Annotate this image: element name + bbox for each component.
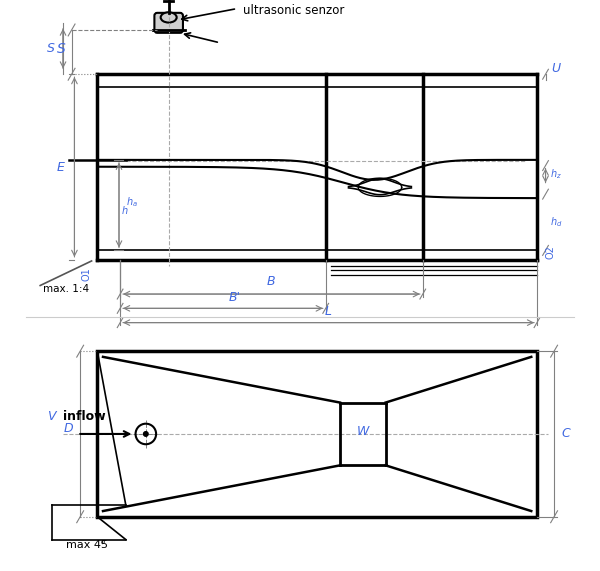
- Text: L: L: [325, 305, 332, 318]
- Text: S: S: [57, 42, 65, 55]
- Text: max. 1:4: max. 1:4: [43, 284, 89, 295]
- Text: O2: O2: [545, 245, 556, 259]
- Text: C: C: [561, 428, 570, 440]
- Text: $^o$: $^o$: [100, 539, 106, 549]
- Text: E: E: [56, 160, 64, 174]
- Text: D: D: [64, 422, 74, 435]
- Text: W: W: [356, 425, 369, 437]
- Text: B': B': [229, 291, 241, 304]
- Circle shape: [143, 432, 148, 436]
- Text: S: S: [47, 42, 55, 55]
- Ellipse shape: [161, 13, 176, 23]
- Text: h: h: [122, 206, 128, 216]
- Text: inflow: inflow: [63, 411, 106, 423]
- Text: $h_z$: $h_z$: [550, 167, 562, 181]
- Text: O1: O1: [82, 267, 92, 281]
- Text: max 45: max 45: [66, 540, 108, 550]
- Text: $h_a$: $h_a$: [127, 195, 138, 209]
- Text: U: U: [551, 62, 560, 75]
- Text: V: V: [47, 411, 56, 423]
- Text: ultrasonic senzor: ultrasonic senzor: [243, 4, 344, 17]
- FancyBboxPatch shape: [154, 13, 183, 33]
- Text: B: B: [267, 275, 276, 288]
- Text: $h_d$: $h_d$: [550, 215, 563, 229]
- Bar: [97, 351, 537, 517]
